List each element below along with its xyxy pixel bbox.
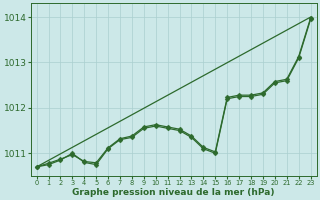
X-axis label: Graphe pression niveau de la mer (hPa): Graphe pression niveau de la mer (hPa): [72, 188, 275, 197]
